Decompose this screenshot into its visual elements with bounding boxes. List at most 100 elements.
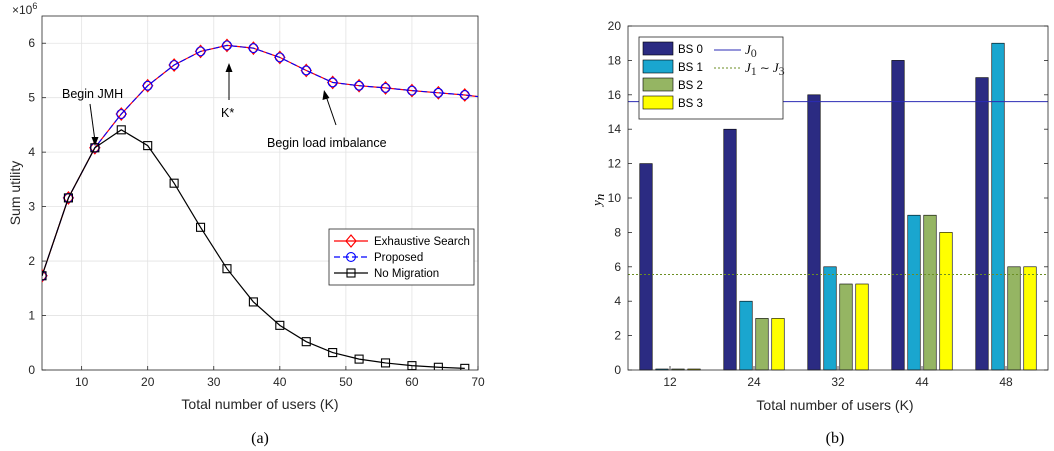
point-no-migration (380, 358, 391, 368)
legend-label-exhaustive-search: Exhaustive Search (374, 236, 470, 248)
point-no-migration (143, 141, 153, 151)
point-no-migration (354, 354, 364, 364)
legend-label-bs-1: BS 1 (678, 62, 703, 74)
bar-bs-1-24 (739, 300, 753, 371)
point-no-migration (222, 264, 232, 274)
point-proposed (248, 43, 259, 54)
point-proposed (406, 85, 417, 96)
y-tick-label-b: 20 (608, 19, 622, 33)
point-proposed (354, 80, 365, 91)
point-exhaustive-search (326, 75, 339, 90)
annotation-k-star-arrowhead (225, 63, 233, 72)
x-tick-label-a: 70 (471, 375, 485, 389)
y-tick-label-a: 5 (28, 91, 35, 105)
legend-swatch-bs-2 (642, 77, 674, 92)
y-tick-label-b: 14 (608, 122, 622, 136)
point-exhaustive-search (353, 78, 365, 93)
x-tick-label-a: 10 (75, 375, 89, 389)
grid-a (42, 16, 479, 371)
point-no-migration (301, 337, 311, 347)
bar-bs-2-24 (755, 318, 769, 371)
annotation-k-star: K* (221, 63, 234, 120)
bar-bs-1-32 (823, 266, 837, 371)
point-proposed (380, 82, 391, 93)
point-exhaustive-search (221, 38, 233, 53)
series-a (42, 38, 478, 370)
point-no-migration (460, 363, 470, 370)
point-proposed (222, 40, 232, 51)
legend-label-bs-0: BS 0 (678, 44, 703, 56)
annotation-begin-jmh-arrow (89, 103, 96, 142)
y-tick-label-a: 4 (28, 145, 35, 159)
y-axis-label-b: yn (589, 194, 607, 208)
x-tick-label-b: 24 (747, 375, 761, 389)
bar-bs-2-48 (1007, 266, 1021, 371)
point-exhaustive-search (459, 88, 471, 102)
point-exhaustive-search (406, 83, 418, 98)
y-tick-label-a: 3 (28, 200, 35, 214)
annotation-begin-jmh: Begin JMH (62, 87, 123, 146)
x-tick-label-a: 20 (141, 375, 155, 389)
bar-bs-2-32 (839, 283, 853, 371)
point-exhaustive-search (247, 41, 260, 56)
point-no-migration (248, 297, 258, 307)
x-axis-label-b: Total number of users (K) (756, 397, 913, 413)
annotation-k-star-text: K* (221, 106, 234, 120)
point-proposed (327, 77, 338, 88)
bar-bs-1-44 (907, 214, 921, 371)
bar-bs-2-44 (923, 214, 937, 371)
annotation-load-imbalance-arrow (325, 95, 337, 126)
point-exhaustive-search (141, 78, 154, 93)
point-proposed (459, 90, 470, 100)
point-proposed (301, 65, 312, 76)
x-tick-label-b: 44 (915, 375, 929, 389)
x-tick-label-b: 32 (831, 375, 845, 389)
point-exhaustive-search (194, 44, 207, 59)
point-no-migration (275, 320, 285, 330)
caption-a: (a) (251, 430, 269, 447)
bar-bs-0-44 (891, 60, 905, 371)
y-tick-label-a: 6 (28, 36, 35, 50)
x-tick-label-b: 48 (999, 375, 1013, 389)
x-tick-label-a: 30 (207, 375, 221, 389)
legend-swatch-bs-1 (642, 59, 674, 74)
bar-bs-3-44 (939, 232, 953, 371)
bar-bs-0-12 (639, 163, 653, 371)
bar-bs-3-32 (855, 283, 869, 371)
y-tick-label-b: 8 (614, 225, 621, 239)
point-proposed (169, 60, 180, 70)
legend-swatch-bs-3 (642, 95, 674, 110)
y-tick-label-b: 2 (614, 329, 621, 343)
sum-utility-line-chart: 10 20 30 40 50 60 70 0 1 2 3 4 5 6 ×106 Total number … (7, 1, 485, 447)
legend-marker-exhaustive-search (345, 234, 357, 248)
bar-bs-0-24 (723, 128, 737, 371)
point-exhaustive-search (432, 85, 445, 100)
y-exponent-label: ×106 (12, 1, 37, 17)
y-tick-label-a: 2 (28, 254, 35, 268)
annotation-load-imbalance-text: Begin load imbalance (267, 136, 387, 150)
series-no-migration (42, 125, 470, 370)
legend-marker-no-migration (346, 268, 356, 278)
x-tick-label-a: 40 (273, 375, 287, 389)
point-exhaustive-search (274, 50, 286, 65)
point-exhaustive-search (115, 107, 128, 121)
x-tick-label-a: 50 (339, 375, 353, 389)
annotation-load-imbalance-arrowhead (322, 90, 330, 100)
point-no-migration (63, 193, 73, 203)
bar-bs-0-32 (807, 94, 821, 371)
point-proposed (274, 52, 285, 63)
ticks-a: 10 20 30 40 50 60 70 0 1 2 3 4 5 6 (28, 36, 485, 389)
annotation-begin-jmh-text: Begin JMH (62, 87, 123, 101)
legend-label-bs-2: BS 2 (678, 80, 703, 92)
point-exhaustive-search (42, 268, 48, 283)
legend-swatch-bs-0 (642, 41, 674, 56)
y-tick-label-a: 0 (28, 363, 35, 377)
caption-b: (b) (826, 430, 845, 447)
legend-label-j0: J0 (745, 42, 757, 60)
bar-bs-1-48 (991, 42, 1005, 371)
bar-bs-3-24 (771, 318, 785, 371)
point-no-migration (407, 361, 417, 370)
series-line-no-migration (42, 129, 465, 369)
